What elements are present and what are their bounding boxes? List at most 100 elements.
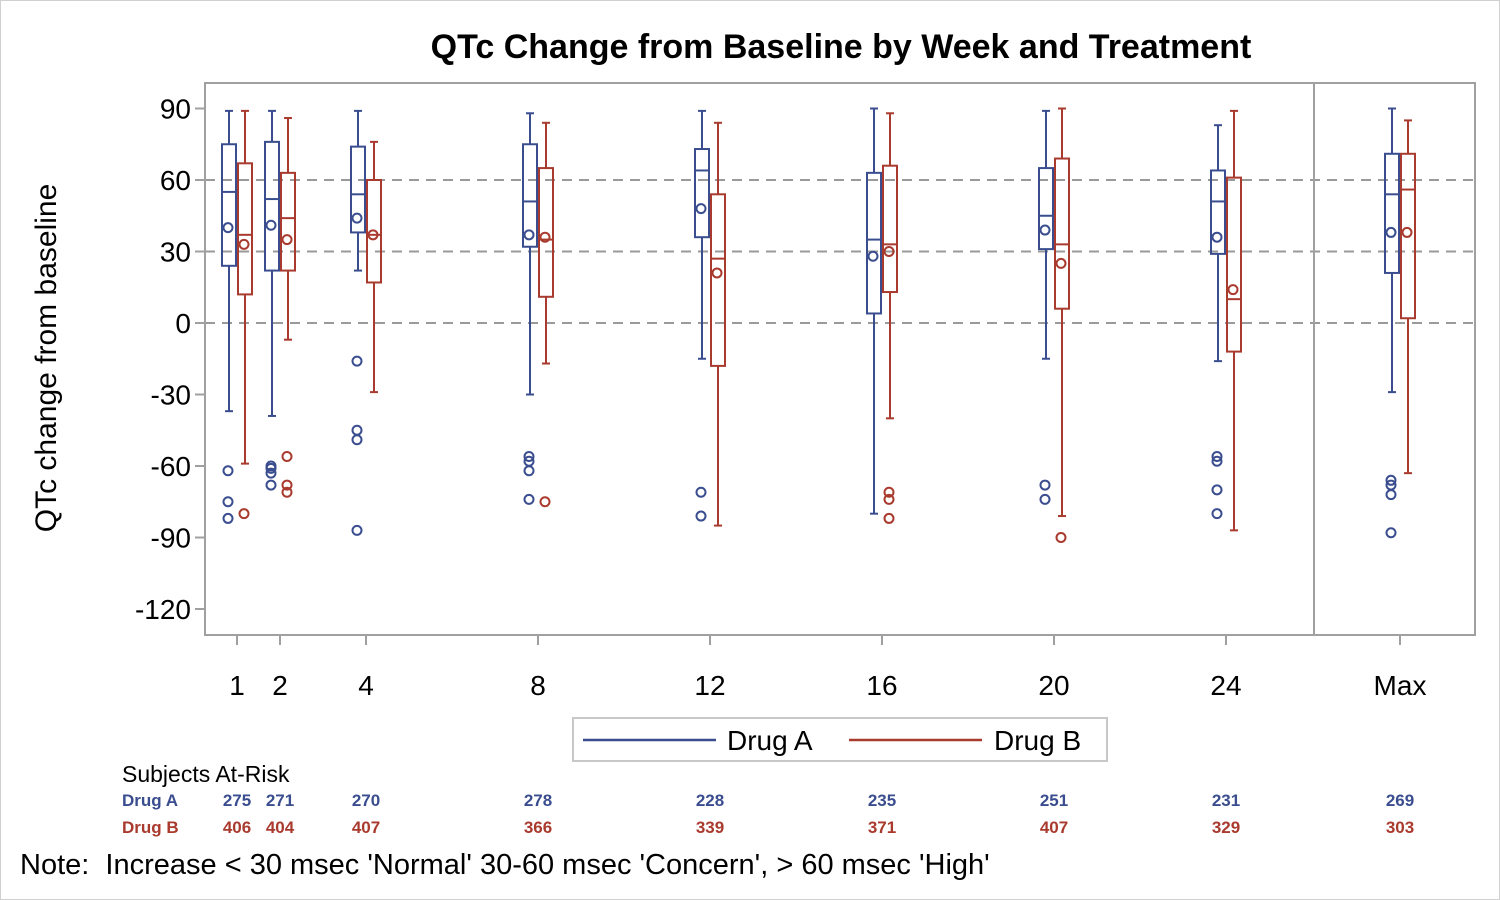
at-risk-drug-a-Max: 269 [1386, 791, 1414, 810]
outlier-point [351, 355, 363, 367]
reference-lines [205, 179, 1475, 324]
y-tick-label: -90 [151, 523, 191, 554]
iqr-box [710, 193, 726, 367]
x-tick-label: 4 [358, 670, 374, 701]
outlier-point [1211, 484, 1223, 496]
outlier-point [265, 462, 277, 474]
iqr-box [1038, 167, 1054, 251]
outlier-point [523, 450, 535, 462]
box-drug-b-12 [710, 121, 726, 527]
at-risk-drug-a-24: 231 [1212, 791, 1240, 810]
at-risk-drug-a-8: 278 [524, 791, 552, 810]
mean-marker [1039, 224, 1051, 236]
outlier-point [351, 434, 363, 446]
at-risk-drug-a-4: 270 [352, 791, 380, 810]
box-drug-b-1 [237, 109, 253, 520]
legend: Drug A Drug B [572, 717, 1108, 762]
outlier-point [883, 493, 895, 505]
mean-marker [523, 229, 535, 241]
outlier-point [883, 486, 895, 498]
x-tick-label: 2 [272, 670, 288, 701]
y-tick-label: 90 [160, 94, 191, 125]
x-axis: 1 2 4 8 12 16 20 24 Max [229, 635, 1426, 701]
iqr-box [1226, 176, 1242, 353]
iqr-box [882, 164, 898, 294]
x-tick-label: 20 [1038, 670, 1069, 701]
outlier-point [1385, 527, 1397, 539]
outlier-point [1211, 508, 1223, 520]
box-drug-a-16 [866, 107, 882, 515]
outlier-point [281, 486, 293, 498]
at-risk-label-drug-b: Drug B [122, 818, 179, 837]
plot-frame [204, 82, 1476, 636]
mean-marker [711, 267, 723, 279]
mean-marker [222, 222, 234, 234]
at-risk-drug-b-8: 366 [524, 818, 552, 837]
at-risk-drug-b-1: 406 [223, 818, 251, 837]
y-axis-label: QTc change from baseline [30, 184, 63, 533]
y-tick-label: -60 [151, 451, 191, 482]
outlier-point [265, 479, 277, 491]
iqr-box [522, 143, 538, 248]
mean-marker [367, 229, 379, 241]
mean-marker [539, 231, 551, 243]
x-tick-label: 16 [866, 670, 897, 701]
at-risk-title: Subjects At-Risk [122, 761, 290, 787]
outlier-point [1385, 489, 1397, 501]
legend-label-drug-a: Drug A [727, 725, 813, 756]
outlier-point [222, 465, 234, 477]
y-tick-label: -30 [151, 380, 191, 411]
at-risk-drug-a-20: 251 [1040, 791, 1068, 810]
outlier-point [695, 486, 707, 498]
outlier-point [1039, 493, 1051, 505]
iqr-box [1210, 169, 1226, 255]
y-tick-label: -120 [135, 594, 191, 625]
x-tick-label: 8 [530, 670, 546, 701]
at-risk-drug-b-12: 339 [696, 818, 724, 837]
mean-marker [265, 219, 277, 231]
outlier-point [351, 524, 363, 536]
iqr-box [221, 143, 237, 267]
x-tick-label: 1 [229, 670, 245, 701]
x-tick-label: Max [1374, 670, 1427, 701]
box-drug-b-2 [280, 117, 296, 498]
box-drug-a-4 [350, 109, 366, 536]
outlier-point [1211, 455, 1223, 467]
outlier-point [222, 512, 234, 524]
footnote: Note: Increase < 30 msec 'Normal' 30-60 … [20, 849, 990, 881]
box-drug-a-1 [221, 109, 237, 524]
y-tick-label: 60 [160, 165, 191, 196]
iqr-box [264, 140, 280, 272]
box-drug-b-4 [366, 140, 382, 394]
iqr-box [1400, 152, 1416, 320]
outlier-point [539, 496, 551, 508]
y-axis: 90 60 30 0 -30 -60 -90 -120 [135, 94, 205, 625]
at-risk-drug-a-1: 275 [223, 791, 251, 810]
mean-marker [238, 238, 250, 250]
box-drug-a-Max [1384, 107, 1400, 539]
box-drug-b-Max [1400, 119, 1416, 475]
box-drug-a-8 [522, 112, 538, 505]
outlier-point [523, 493, 535, 505]
box-drug-b-24 [1226, 109, 1242, 532]
x-tick-label: 12 [694, 670, 725, 701]
mean-marker [1385, 226, 1397, 238]
iqr-box [538, 167, 554, 298]
outlier-point [1211, 450, 1223, 462]
chart-title: QTc Change from Baseline by Week and Tre… [431, 28, 1252, 66]
outlier-point [1039, 479, 1051, 491]
mean-marker [1227, 284, 1239, 296]
iqr-box [694, 148, 710, 239]
box-drug-a-2 [264, 109, 280, 491]
iqr-box [1384, 152, 1400, 274]
mean-marker [1211, 231, 1223, 243]
at-risk-drug-b-4: 407 [352, 818, 380, 837]
outlier-point [265, 467, 277, 479]
outlier-point [281, 450, 293, 462]
box-drug-a-24 [1210, 124, 1226, 520]
box-drug-b-20 [1054, 107, 1070, 543]
mean-marker [1055, 257, 1067, 269]
outlier-point [1055, 532, 1067, 543]
outlier-point [883, 512, 895, 524]
